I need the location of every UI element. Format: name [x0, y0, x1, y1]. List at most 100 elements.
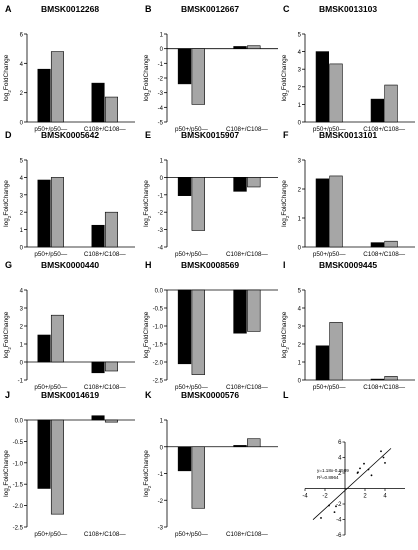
y-tick-label: 0	[160, 445, 164, 451]
bar	[191, 177, 205, 231]
x-tick-label: C108+/C108—	[226, 531, 269, 538]
panel-letter: B	[145, 4, 152, 14]
bar	[315, 51, 329, 123]
bar	[91, 361, 105, 374]
x-tick-label: p50+/p50—	[313, 126, 346, 133]
bar	[177, 446, 192, 472]
y-tick-label: 1	[160, 419, 164, 425]
y-tick-label: 4	[338, 456, 342, 462]
panel-letter: F	[283, 130, 289, 140]
x-tick-label: p50+/p50—	[175, 531, 208, 538]
y-tick-label: 3	[298, 325, 302, 331]
chart-title: BMSK0005642	[41, 130, 99, 140]
y-tick-label: -2	[158, 211, 164, 217]
data-point	[382, 456, 385, 459]
bar	[191, 446, 205, 509]
y-tick-label: 2	[338, 471, 342, 477]
bar	[37, 419, 51, 489]
y-tick-label: 3	[20, 307, 24, 313]
y-axis-label: log2FoldChange	[281, 54, 290, 101]
y-tick-label: 6	[20, 33, 24, 39]
y-tick-label: 5	[20, 159, 24, 165]
y-axis-label: log2FoldChange	[143, 450, 152, 497]
bar	[329, 322, 343, 381]
panel-c: C BMSK0013103 0 1 2 3 4 5 log2FoldChange p50+/p50…	[281, 4, 415, 133]
y-tick-label: 2	[298, 343, 302, 349]
y-tick-label: -0.5	[153, 307, 164, 313]
panel-j: J BMSK0014619 0.0 -0.5 -1.0 -1.5 -2.0 -2.5 log2F…	[3, 390, 135, 538]
data-point	[370, 474, 373, 477]
y-tick-label: 1	[298, 217, 302, 223]
bar	[370, 242, 384, 248]
panel-letter: A	[5, 4, 12, 14]
x-tick-label: -4	[302, 494, 308, 500]
bar	[191, 48, 205, 105]
y-tick-label: 4	[20, 289, 24, 295]
x-tick-label: C108+/C108—	[84, 384, 127, 391]
panel-g: G BMSK0000440 -1 0 1 2 3 4 log2FoldChange p50+/p5…	[3, 260, 135, 391]
panel-i: I BMSK0009445 0 1 2 3 4 5 log2FoldChange p50+/p50…	[281, 260, 415, 391]
x-tick-label: C108+/C108—	[226, 126, 269, 133]
y-tick-label: -2.5	[153, 379, 164, 385]
y-tick-label: -3	[158, 91, 164, 97]
chart-title: BMSK0012268	[41, 4, 99, 14]
x-tick-label: C108+/C108—	[363, 251, 406, 258]
panel-letter: K	[145, 390, 152, 400]
bar	[50, 51, 64, 123]
bar	[329, 175, 343, 248]
y-axis-label: log2FoldChange	[143, 311, 152, 358]
y-tick-label: 1	[20, 228, 24, 234]
chart-title: BMSK0013101	[319, 130, 377, 140]
panel-letter: I	[283, 260, 286, 270]
bar	[370, 378, 384, 381]
panel-f: F BMSK0013101 0 1 2 3 log2FoldChange p50+/p50— C…	[281, 130, 415, 258]
data-point	[335, 505, 337, 508]
data-point	[359, 467, 361, 470]
fit-annotation: y=1.18x-0.2509	[317, 468, 349, 473]
y-tick-label: -1	[18, 379, 24, 385]
bar	[177, 48, 192, 85]
y-tick-label: 4	[20, 62, 24, 68]
y-tick-label: 2	[298, 85, 302, 91]
chart-title: BMSK0000576	[181, 390, 239, 400]
x-tick-label: p50+/p50—	[313, 251, 346, 258]
y-tick-label: -2	[336, 502, 342, 508]
y-tick-label: 0	[298, 379, 302, 385]
bar	[50, 177, 64, 248]
x-tick-label: 2	[363, 494, 367, 500]
y-tick-label: 1	[298, 361, 302, 367]
bar	[50, 419, 64, 515]
data-point	[328, 504, 330, 507]
bar	[233, 46, 247, 49]
chart-title: BMSK0013103	[319, 4, 377, 14]
y-tick-label: 0.0	[155, 289, 164, 295]
bar	[370, 98, 384, 123]
panel-letter: H	[145, 260, 152, 270]
panel-letter: J	[5, 390, 10, 400]
y-tick-label: -6	[336, 533, 342, 539]
bar	[247, 289, 261, 332]
y-tick-label: -3	[158, 228, 164, 234]
bar	[104, 419, 118, 423]
x-tick-label: C108+/C108—	[226, 251, 269, 258]
bar	[177, 289, 192, 365]
y-tick-label: 4	[298, 50, 302, 56]
y-tick-label: -0.5	[13, 440, 24, 446]
y-tick-label: -1.5	[13, 483, 24, 489]
y-tick-label: -5	[158, 121, 164, 127]
x-tick-label: C108+/C108—	[84, 251, 127, 258]
y-axis-label: log2FoldChange	[281, 180, 290, 227]
y-axis-label: log2FoldChange	[3, 311, 12, 358]
data-point	[363, 462, 365, 465]
y-tick-label: 6	[338, 440, 342, 446]
y-tick-label: 5	[298, 33, 302, 39]
bar	[233, 289, 247, 334]
y-tick-label: -4	[158, 246, 164, 252]
bar	[191, 289, 205, 375]
data-point	[356, 472, 359, 474]
fit-line	[312, 448, 392, 521]
chart-title: BMSK0000440	[41, 260, 99, 270]
panel-letter: C	[283, 4, 290, 14]
chart-title: BMSK0014619	[41, 390, 99, 400]
x-tick-label: C108+/C108—	[363, 126, 406, 133]
